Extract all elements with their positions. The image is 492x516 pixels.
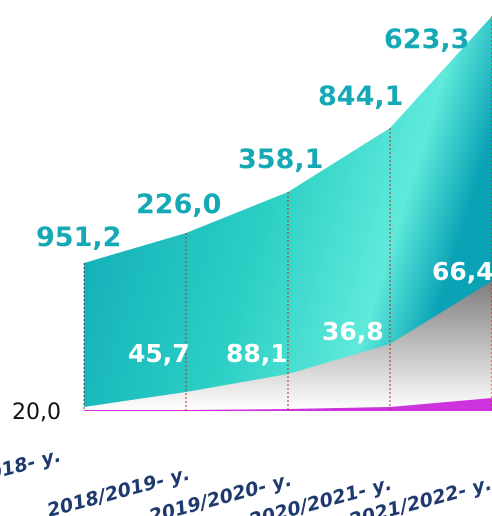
x-tick-label: 2018- у. bbox=[0, 444, 63, 488]
series-1-labels: 951,2 226,0 358,1 844,1 623,3 bbox=[36, 24, 469, 253]
data-label: 36,8 bbox=[322, 317, 384, 346]
data-label: 45,7 bbox=[128, 339, 190, 368]
data-label: 951,2 bbox=[36, 222, 121, 253]
x-axis-ticks: 2018- у.2018/2019- у.2019/2020- у.2020/2… bbox=[0, 444, 492, 516]
data-label: 358,1 bbox=[238, 144, 323, 175]
series-2-labels: 45,7 88,1 36,8 66,4 bbox=[128, 257, 492, 368]
series-2-area bbox=[84, 281, 492, 411]
data-label: 88,1 bbox=[226, 339, 288, 368]
data-label: 844,1 bbox=[318, 81, 403, 112]
category-guide-lines bbox=[83, 16, 492, 411]
series-3-area bbox=[84, 398, 492, 411]
data-label: 226,0 bbox=[136, 189, 221, 220]
data-label: 623,3 bbox=[384, 24, 469, 55]
baseline-label: 20,0 bbox=[12, 400, 61, 425]
data-label: 66,4 bbox=[432, 257, 492, 286]
